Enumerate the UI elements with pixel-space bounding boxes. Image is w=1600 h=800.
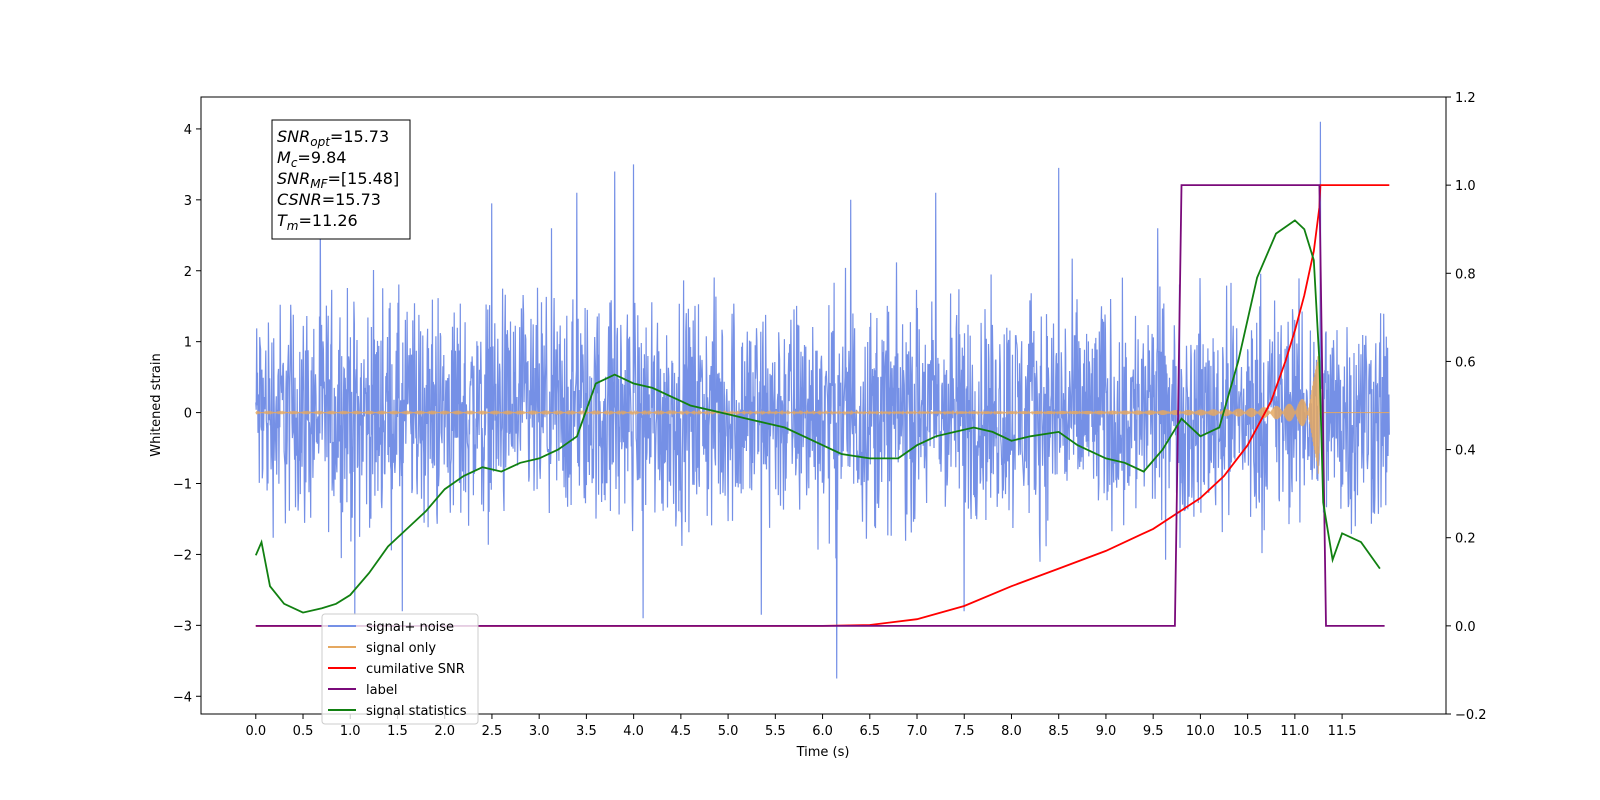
legend-label: signal+ noise [366, 620, 454, 635]
x-tick-label: 2.5 [482, 724, 503, 739]
y-right-tick-label: −0.2 [1455, 708, 1487, 723]
y-right-tick-label: 0.2 [1455, 532, 1476, 547]
x-tick-label: 6.0 [812, 724, 833, 739]
y-left-tick-label: −1 [173, 478, 192, 493]
series-signal-only [255, 356, 1390, 474]
annotation-line: SNRMF=[15.48] [277, 169, 399, 191]
annotation-box: SNRopt=15.73Mc=9.84SNRMF=[15.48]CSNR=15.… [271, 119, 411, 240]
legend-label: signal statistics [366, 704, 467, 719]
x-tick-label: 10.0 [1186, 724, 1215, 739]
legend: signal+ noise signal only cumilative SNR la… [321, 613, 479, 725]
x-tick-label: 7.0 [907, 724, 928, 739]
x-tick-label: 4.0 [623, 724, 644, 739]
x-tick-label: 4.5 [671, 724, 692, 739]
annotation-subscript: opt [310, 135, 331, 149]
series-layer [254, 121, 1390, 679]
y-left-tick-label: −4 [173, 690, 192, 705]
plot-frame [200, 96, 1447, 715]
legend-label: label [366, 683, 397, 698]
y-left-tick-label: −2 [173, 548, 192, 563]
y-left-tick-label: 3 [184, 194, 192, 209]
y-left-tick-label: 4 [184, 123, 192, 138]
annotation-line: Mc=9.84 [277, 148, 346, 170]
y-right-tick-label: 1.2 [1455, 91, 1476, 106]
annotation-frame [271, 119, 411, 240]
x-tick-label: 1.5 [387, 724, 408, 739]
y-left-tick-label: −3 [173, 619, 192, 634]
annotation-value: =[15.48] [328, 169, 400, 188]
y-left-axis: −4 −3 −2 −1 0 1 2 3 4 [173, 123, 201, 705]
annotation-symbol: SNR [277, 169, 310, 188]
series-signal-statistics [254, 219, 1381, 614]
annotation-line: CSNR=15.73 [277, 190, 381, 209]
annotation-symbol: SNR [277, 127, 310, 146]
series-label [255, 184, 1385, 627]
annotation-value: =15.73 [330, 127, 389, 146]
annotation-value: =9.84 [297, 148, 346, 167]
x-tick-label: 7.5 [954, 724, 975, 739]
annotation-symbol: CSNR [277, 190, 322, 209]
legend-label: signal only [366, 641, 436, 656]
x-tick-label: 11.0 [1280, 724, 1309, 739]
x-tick-label: 5.5 [765, 724, 786, 739]
annotation-subscript: m [287, 219, 299, 233]
x-tick-label: 0.5 [293, 724, 314, 739]
y-right-tick-label: 0.6 [1455, 355, 1476, 370]
x-tick-label: 5.0 [718, 724, 739, 739]
y-right-tick-label: 0.4 [1455, 444, 1476, 459]
legend-frame [321, 613, 479, 725]
x-tick-label: 0.0 [245, 724, 266, 739]
annotation-symbol: T [277, 211, 288, 230]
x-tick-label: 10.5 [1233, 724, 1262, 739]
annotation-symbol: M [277, 148, 291, 167]
legend-label: cumilative SNR [366, 662, 465, 677]
x-tick-label: 6.5 [859, 724, 880, 739]
y-right-axis: −0.2 0.0 0.2 0.4 0.6 0.8 1.0 1.2 [1446, 91, 1487, 723]
series-signal-noise [255, 121, 1390, 679]
annotation-subscript: MF [310, 177, 328, 191]
x-tick-label: 3.5 [576, 724, 597, 739]
x-tick-label: 9.0 [1096, 724, 1117, 739]
x-tick-label: 1.0 [340, 724, 361, 739]
x-tick-label: 8.0 [1001, 724, 1022, 739]
y-right-tick-label: 0.8 [1455, 267, 1476, 282]
x-tick-label: 3.0 [529, 724, 550, 739]
annotation-value: =11.26 [298, 211, 357, 230]
y-axis-label: Whitened strain [149, 353, 164, 456]
x-tick-label: 2.0 [434, 724, 455, 739]
annotation-line: Tm=11.26 [277, 211, 358, 233]
x-axis: 0.0 0.5 1.0 1.5 2.0 2.5 3.0 3.5 4.0 4.5 5.0 5.5 6.0 6… [245, 714, 1357, 739]
annotation-line: SNRopt=15.73 [277, 127, 389, 149]
y-left-tick-label: 0 [184, 407, 192, 422]
annotation-subscript: c [291, 156, 298, 170]
y-left-tick-label: 2 [184, 265, 192, 280]
x-axis-label: Time (s) [796, 745, 850, 760]
y-right-tick-label: 1.0 [1455, 179, 1476, 194]
y-left-tick-label: 1 [184, 336, 192, 351]
annotation-value: =15.73 [322, 190, 381, 209]
x-tick-label: 9.5 [1143, 724, 1164, 739]
y-right-tick-label: 0.0 [1455, 620, 1476, 635]
x-tick-label: 11.5 [1328, 724, 1357, 739]
series-cumulative-snr [255, 184, 1390, 627]
x-tick-label: 8.5 [1048, 724, 1069, 739]
